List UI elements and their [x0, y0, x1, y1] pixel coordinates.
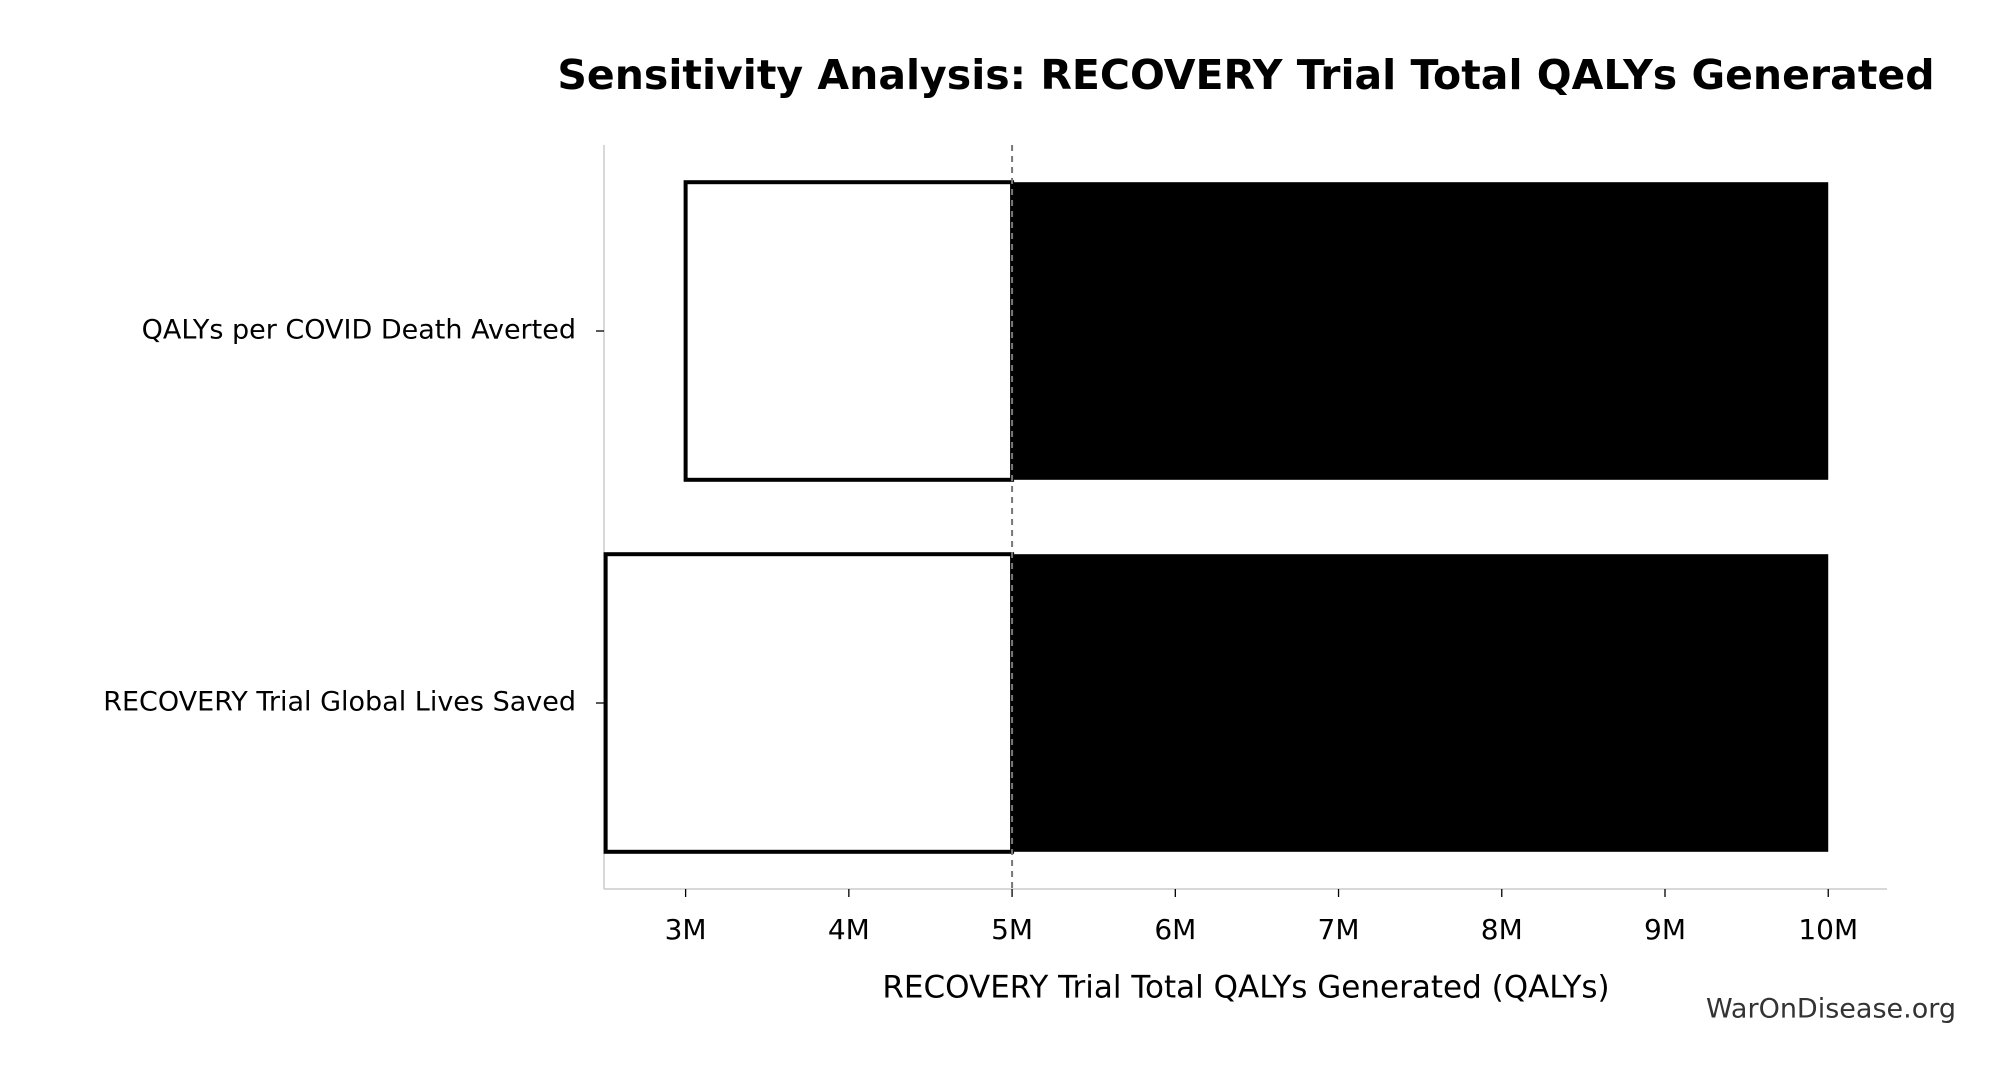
low-bar [603, 552, 1015, 854]
high-bar [1012, 182, 1829, 480]
high-bar [1012, 554, 1829, 852]
x-tick-label: 9M [1644, 913, 1686, 946]
x-tick-label: 10M [1798, 913, 1858, 946]
chart-title: Sensitivity Analysis: RECOVERY Trial Tot… [557, 51, 1934, 99]
low-bar [683, 180, 1015, 482]
watermark: WarOnDisease.org [1706, 994, 1956, 1025]
x-tick-label: 8M [1481, 913, 1523, 946]
x-axis-label: RECOVERY Trial Total QALYs Generated (QA… [882, 970, 1609, 1006]
x-tick-label: 5M [991, 913, 1033, 946]
x-tick-label: 4M [828, 913, 870, 946]
y-tick-label: QALYs per COVID Death Averted [142, 315, 576, 346]
x-tick-label: 7M [1318, 913, 1360, 946]
x-tick-label: 6M [1154, 913, 1196, 946]
x-tick-label: 3M [665, 913, 707, 946]
y-tick-label: RECOVERY Trial Global Lives Saved [103, 687, 576, 718]
